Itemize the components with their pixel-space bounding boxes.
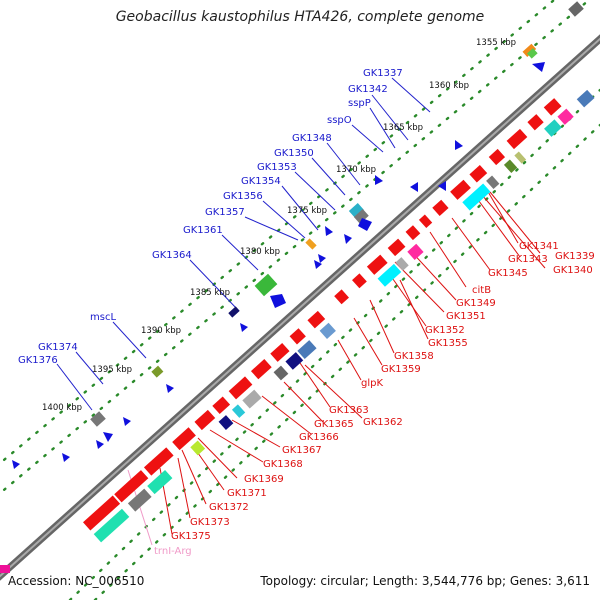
gene-label[interactable]: GK1366 bbox=[299, 432, 339, 443]
kbp-label: 1365 kbp bbox=[383, 123, 423, 133]
gene-label[interactable]: GK1365 bbox=[314, 419, 354, 430]
gene-label[interactable]: GK1373 bbox=[190, 517, 230, 528]
rna-label[interactable]: trnI-Arg bbox=[154, 546, 192, 557]
kbp-label: 1380 kbp bbox=[240, 247, 280, 257]
gene-label[interactable]: GK1357 bbox=[205, 207, 245, 218]
gene-label[interactable]: GK1371 bbox=[227, 488, 267, 499]
genome-backbone bbox=[0, 34, 600, 581]
kbp-label: 1360 kbp bbox=[429, 81, 469, 91]
gene-label[interactable]: GK1351 bbox=[446, 311, 486, 322]
gene-label[interactable]: GK1362 bbox=[363, 417, 403, 428]
map-title: Geobacillus kaustophilus HTA426, complet… bbox=[115, 9, 485, 25]
gene-label[interactable]: GK1339 bbox=[555, 251, 595, 262]
gene-label[interactable]: GK1356 bbox=[223, 191, 263, 202]
gene-label[interactable]: GK1352 bbox=[425, 325, 465, 336]
gene-label[interactable]: sspP bbox=[348, 98, 371, 109]
gene-label[interactable]: GK1368 bbox=[263, 459, 303, 470]
forward-features bbox=[12, 1, 584, 469]
gene-label[interactable]: sspO bbox=[327, 115, 352, 126]
forward-leader-lines bbox=[56, 77, 431, 411]
gene-label[interactable]: GK1353 bbox=[257, 162, 297, 173]
gene-label[interactable]: GK1350 bbox=[274, 148, 314, 159]
gene-label[interactable]: GK1358 bbox=[394, 351, 434, 362]
gene-label[interactable]: GK1354 bbox=[241, 176, 281, 187]
gene-label[interactable]: GK1361 bbox=[183, 225, 223, 236]
kbp-label: 1400 kbp bbox=[42, 403, 82, 413]
forward-gene-labels: GK1337 GK1342 sspP sspO GK1348 GK1350 GK… bbox=[18, 68, 403, 366]
gene-label[interactable]: GK1341 bbox=[519, 241, 559, 252]
gene-label[interactable]: GK1345 bbox=[488, 268, 528, 279]
gene-label[interactable]: GK1340 bbox=[553, 265, 593, 276]
reverse-leader-lines bbox=[159, 189, 546, 535]
gene-label[interactable]: GK1349 bbox=[456, 298, 496, 309]
gene-label[interactable]: GK1375 bbox=[171, 531, 211, 542]
kbp-labels: 1355 kbp 1360 kbp 1365 kbp 1370 kbp 1375… bbox=[42, 38, 516, 413]
gene-label[interactable]: GK1355 bbox=[428, 338, 468, 349]
kbp-label: 1375 kbp bbox=[287, 206, 327, 216]
kbp-label: 1370 kbp bbox=[336, 165, 376, 175]
gene-label[interactable]: glpK bbox=[361, 378, 383, 389]
gene-label[interactable]: GK1372 bbox=[209, 502, 249, 513]
gene-label[interactable]: GK1367 bbox=[282, 445, 322, 456]
gene-label[interactable]: GK1363 bbox=[329, 405, 369, 416]
gene-label[interactable]: GK1343 bbox=[508, 254, 548, 265]
reverse-gene-labels: GK1341 GK1339 GK1343 GK1340 GK1345 citB … bbox=[171, 241, 595, 542]
gene-label[interactable]: GK1376 bbox=[18, 355, 58, 366]
gene-label[interactable]: GK1337 bbox=[363, 68, 403, 79]
kbp-label: 1390 kbp bbox=[141, 326, 181, 336]
kbp-label: 1395 kbp bbox=[92, 365, 132, 375]
gene-label[interactable]: mscL bbox=[90, 312, 116, 323]
topology-text: Topology: circular; Length: 3,544,776 bp… bbox=[260, 574, 590, 588]
gene-label[interactable]: GK1342 bbox=[348, 84, 388, 95]
reverse-features bbox=[0, 89, 595, 573]
gene-label[interactable]: GK1348 bbox=[292, 133, 332, 144]
gene-label[interactable]: GK1359 bbox=[381, 364, 421, 375]
kbp-label: 1355 kbp bbox=[476, 38, 516, 48]
gene-label[interactable]: GK1364 bbox=[152, 250, 192, 261]
kbp-label: 1385 kbp bbox=[190, 288, 230, 298]
accession-text: Accession: NC_006510 bbox=[8, 574, 145, 588]
gene-label[interactable]: GK1374 bbox=[38, 342, 78, 353]
gene-label[interactable]: citB bbox=[472, 285, 491, 296]
gene-label[interactable]: GK1369 bbox=[244, 474, 284, 485]
